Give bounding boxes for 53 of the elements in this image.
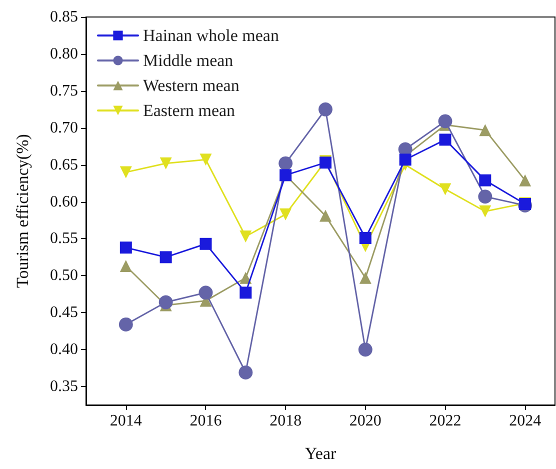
y-tick-label: 0.55	[50, 230, 78, 248]
point	[278, 156, 293, 170]
legend-label: Eastern mean	[143, 101, 236, 120]
y-tick-label: 0.85	[50, 8, 78, 26]
point	[120, 260, 132, 272]
point	[319, 210, 332, 222]
point	[478, 190, 492, 204]
point	[240, 272, 252, 284]
point	[358, 342, 372, 357]
point	[118, 317, 133, 332]
point	[240, 230, 252, 242]
point	[200, 154, 212, 166]
point	[438, 114, 452, 128]
point	[158, 295, 173, 310]
point	[198, 286, 213, 300]
point	[359, 272, 372, 284]
point	[479, 124, 492, 136]
point	[519, 174, 532, 186]
x-axis-title: Year	[304, 444, 336, 463]
y-tick-label: 0.65	[50, 156, 78, 174]
x-tick-label: 2022	[429, 412, 462, 430]
legend-label: Hainan whole mean	[143, 26, 280, 45]
legend-label: Middle mean	[143, 51, 234, 70]
y-axis-title: Tourism efficiency(%)	[13, 134, 32, 288]
point	[359, 232, 372, 244]
y-tick-label: 0.60	[50, 193, 78, 210]
point	[160, 251, 172, 264]
point	[120, 166, 132, 178]
y-tick-label: 0.45	[50, 304, 78, 322]
point	[160, 157, 172, 170]
legend-label: Western mean	[143, 76, 240, 95]
point	[479, 205, 492, 218]
point	[439, 183, 452, 196]
y-tick-label: 0.40	[50, 341, 78, 358]
point	[200, 238, 212, 250]
point	[318, 102, 332, 116]
x-tick-label: 2014	[110, 412, 142, 430]
y-tick-label: 0.70	[50, 119, 78, 136]
y-tick-label: 0.75	[50, 82, 78, 100]
y-tick-label: 0.50	[50, 267, 78, 284]
point	[399, 154, 412, 166]
x-tick-label: 2018	[270, 412, 302, 430]
x-tick-label: 2020	[349, 412, 382, 430]
point	[120, 242, 132, 254]
y-tick-label: 0.35	[50, 378, 78, 396]
y-tick-label: 0.80	[50, 45, 78, 62]
point	[439, 134, 452, 146]
x-tick-label: 2016	[190, 412, 222, 430]
x-tick-label: 2024	[509, 412, 542, 430]
point	[240, 286, 252, 299]
point	[280, 208, 292, 220]
point	[238, 365, 253, 380]
point	[479, 174, 492, 186]
